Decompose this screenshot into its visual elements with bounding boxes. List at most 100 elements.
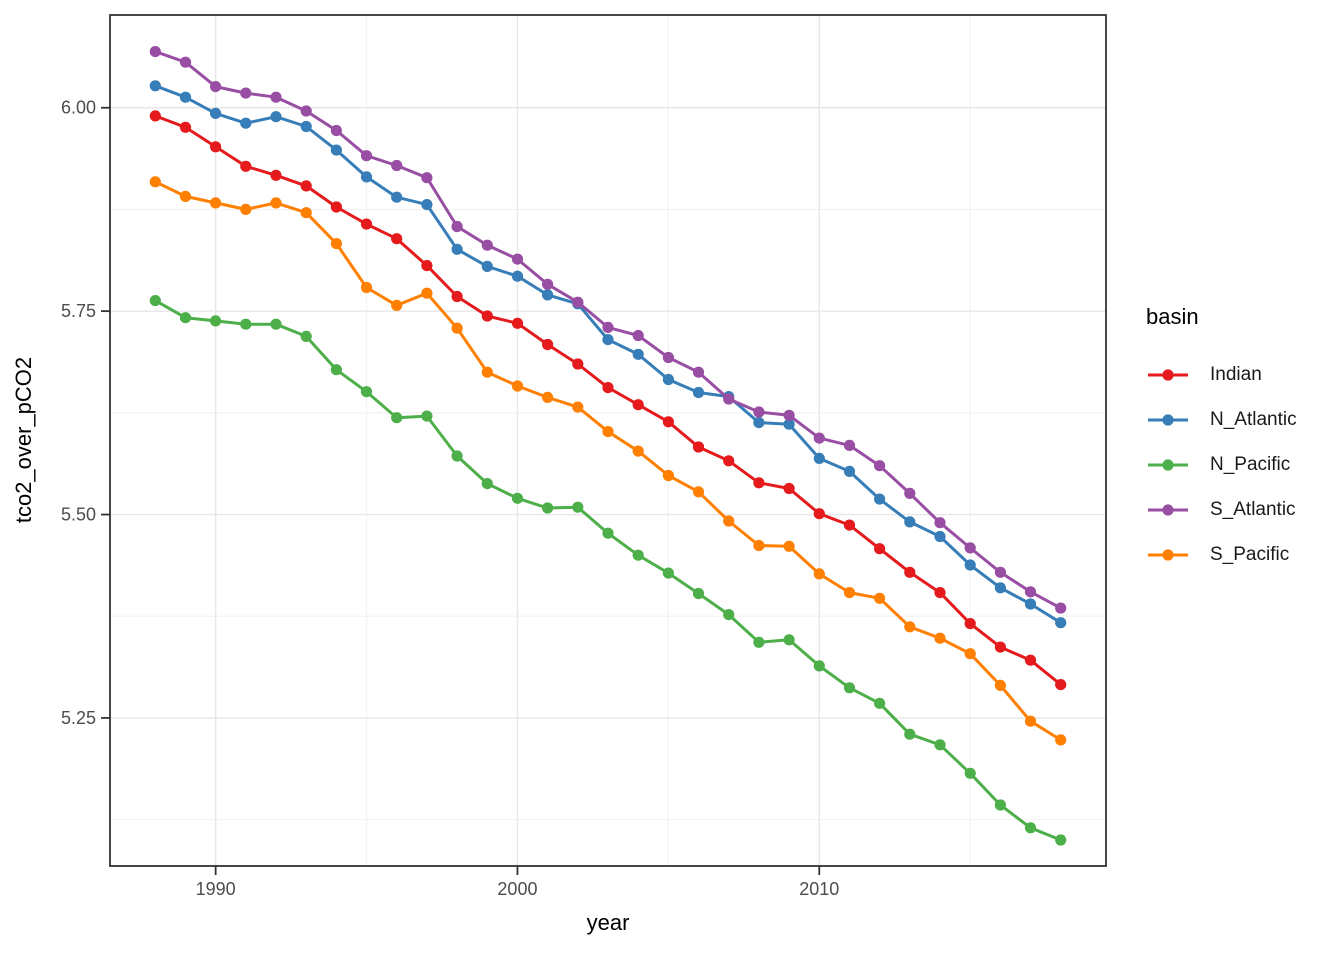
legend-key-icon (1148, 548, 1188, 561)
data-point-S_Atlantic (874, 460, 886, 472)
data-point-S_Pacific (421, 287, 433, 299)
data-point-N_Pacific (813, 660, 825, 672)
legend-key-icon (1148, 413, 1188, 426)
data-point-S_Atlantic (843, 439, 856, 451)
data-point-S_Pacific (964, 648, 976, 660)
data-point-Indian (813, 508, 825, 520)
data-point-N_Pacific (360, 386, 373, 398)
data-point-N_Atlantic (934, 530, 946, 543)
data-point-N_Atlantic (421, 199, 433, 211)
panel-border (109, 14, 1107, 867)
data-point-S_Pacific (1055, 734, 1067, 746)
data-point-S_Pacific (692, 486, 705, 498)
data-point-Indian (511, 317, 524, 329)
data-point-S_Atlantic (692, 366, 705, 378)
data-point-S_Atlantic (662, 351, 675, 364)
legend-label: S_Atlantic (1210, 498, 1296, 520)
data-point-N_Pacific (692, 587, 705, 600)
data-point-N_Pacific (934, 739, 946, 751)
data-point-N_Atlantic (904, 516, 916, 528)
data-point-N_Atlantic (330, 144, 342, 156)
data-point-S_Pacific (511, 380, 524, 392)
data-point-S_Pacific (783, 540, 795, 552)
data-point-S_Atlantic (1024, 586, 1037, 598)
data-point-Indian (179, 121, 192, 133)
data-point-N_Atlantic (874, 493, 886, 505)
data-point-N_Pacific (451, 450, 463, 462)
data-point-N_Pacific (602, 527, 614, 539)
data-point-S_Pacific (149, 176, 161, 188)
data-point-S_Atlantic (240, 87, 252, 99)
data-point-S_Atlantic (1055, 602, 1067, 614)
data-point-N_Atlantic (753, 417, 765, 429)
data-point-S_Atlantic (783, 409, 795, 421)
data-point-N_Atlantic (994, 582, 1007, 594)
data-point-Indian (451, 290, 463, 303)
data-point-N_Atlantic (149, 80, 161, 92)
legend-label: S_Pacific (1210, 543, 1290, 565)
data-point-S_Pacific (662, 469, 675, 482)
data-point-N_Pacific (210, 315, 222, 327)
data-point-S_Pacific (451, 322, 463, 334)
data-point-N_Atlantic (360, 171, 373, 183)
data-point-N_Pacific (1055, 834, 1067, 846)
data-point-S_Pacific (994, 679, 1007, 692)
data-point-S_Atlantic (300, 105, 312, 117)
data-point-N_Pacific (632, 549, 644, 561)
data-point-S_Pacific (360, 281, 373, 294)
data-point-Indian (1024, 654, 1037, 666)
data-point-Indian (360, 218, 373, 230)
legend-key-icon (1148, 503, 1188, 516)
data-point-Indian (300, 180, 312, 192)
legend-label: Indian (1210, 363, 1262, 385)
data-point-N_Atlantic (270, 111, 282, 123)
data-point-N_Atlantic (481, 260, 493, 272)
legend: basin Indian N_Atlantic N_Pacific S_Atlanti… (1146, 306, 1297, 577)
data-point-S_Pacific (1024, 715, 1037, 727)
data-point-S_Atlantic (542, 278, 554, 290)
data-point-N_Pacific (330, 364, 342, 376)
data-point-N_Atlantic (451, 243, 463, 255)
data-point-S_Pacific (391, 299, 403, 311)
data-point-Indian (723, 455, 735, 467)
data-point-S_Pacific (723, 515, 735, 527)
legend-item-N_Atlantic: N_Atlantic (1146, 397, 1297, 442)
data-point-Indian (240, 160, 252, 172)
data-point-S_Atlantic (934, 517, 946, 529)
data-point-N_Pacific (240, 318, 252, 330)
data-point-S_Pacific (904, 621, 916, 633)
data-point-Indian (632, 399, 644, 411)
legend-item-S_Atlantic: S_Atlantic (1146, 487, 1297, 532)
data-point-S_Pacific (934, 632, 946, 644)
data-point-S_Pacific (843, 587, 856, 599)
data-point-Indian (270, 169, 282, 181)
data-point-Indian (572, 358, 584, 370)
data-point-Indian (421, 260, 433, 272)
data-point-S_Atlantic (149, 46, 161, 58)
data-point-S_Pacific (330, 238, 342, 250)
y-axis-title: tco2_over_pCO2 (11, 356, 36, 524)
legend-item-N_Pacific: N_Pacific (1146, 442, 1297, 487)
data-point-N_Pacific (481, 478, 493, 490)
data-point-N_Pacific (843, 682, 856, 694)
data-point-Indian (692, 441, 705, 453)
data-point-S_Pacific (813, 568, 825, 580)
legend-items: Indian N_Atlantic N_Pacific S_Atlantic S_Pac… (1146, 352, 1297, 577)
y-tick-label: 6.00 (61, 98, 96, 118)
data-point-S_Atlantic (330, 124, 342, 137)
data-point-Indian (1055, 679, 1067, 691)
data-point-N_Pacific (391, 412, 403, 424)
data-point-N_Pacific (179, 312, 192, 324)
data-point-S_Atlantic (360, 150, 373, 162)
data-point-N_Pacific (149, 295, 161, 307)
data-point-Indian (210, 141, 222, 153)
legend-key-icon (1148, 368, 1188, 381)
data-point-S_Atlantic (391, 159, 403, 172)
data-point-S_Atlantic (572, 296, 584, 308)
data-point-Indian (843, 519, 856, 531)
x-axis-title: year (586, 910, 630, 935)
data-point-Indian (874, 543, 886, 555)
data-point-N_Atlantic (662, 373, 675, 386)
data-point-N_Atlantic (1055, 617, 1067, 629)
